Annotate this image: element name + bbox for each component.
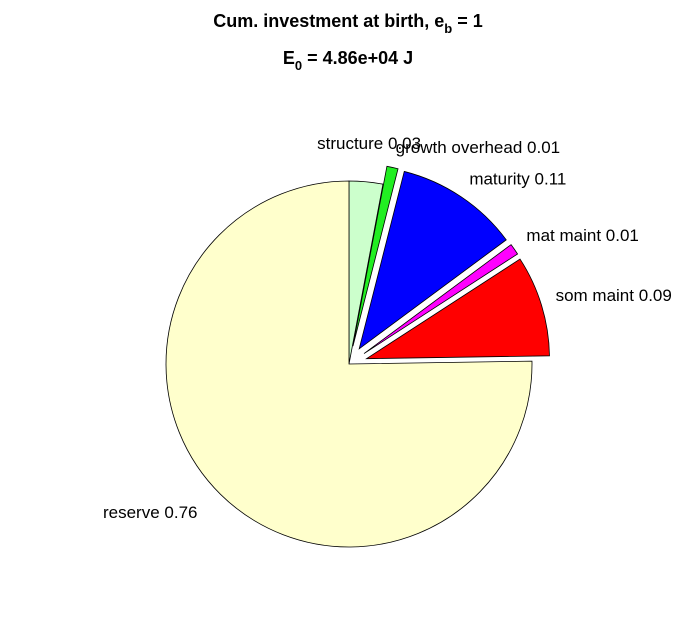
- slice-name: structure: [317, 134, 383, 153]
- title-part: b: [444, 21, 452, 36]
- slice-value: 0.01: [606, 226, 639, 245]
- pie-slice: [363, 244, 519, 354]
- slice-label: som maint 0.09: [556, 286, 672, 305]
- title-part: = 1: [452, 11, 483, 31]
- title-part: 0: [295, 58, 302, 73]
- slice-label: structure 0.03: [317, 134, 421, 153]
- pie-slice: [165, 180, 533, 548]
- slice-name: maturity: [469, 170, 530, 189]
- slice-value: 0.11: [535, 170, 567, 189]
- chart-subtitle: E0 = 4.86e+04 J: [283, 48, 413, 73]
- title-part: E: [283, 48, 295, 68]
- slice-name: mat maint: [526, 226, 601, 245]
- slice-label: growth overhead 0.01: [396, 138, 560, 157]
- pie-slice: [365, 258, 550, 360]
- chart-title: Cum. investment at birth, eb = 1: [213, 11, 483, 36]
- slice-name: growth overhead: [396, 138, 523, 157]
- slice-label: maturity 0.11: [469, 170, 566, 189]
- pie-slice: [358, 170, 507, 350]
- slice-value: 0.76: [164, 503, 197, 522]
- pie-slice: [352, 165, 399, 347]
- slice-value: 0.09: [639, 286, 672, 305]
- title-part: = 4.86e+04 J: [302, 48, 413, 68]
- slice-label: reserve 0.76: [103, 503, 198, 522]
- title-part: Cum. investment at birth, e: [213, 11, 444, 31]
- slice-label: mat maint 0.01: [526, 226, 638, 245]
- slice-name: som maint: [556, 286, 635, 305]
- slice-value: 0.01: [527, 138, 560, 157]
- slice-name: reserve: [103, 503, 160, 522]
- slice-value: 0.03: [388, 134, 421, 153]
